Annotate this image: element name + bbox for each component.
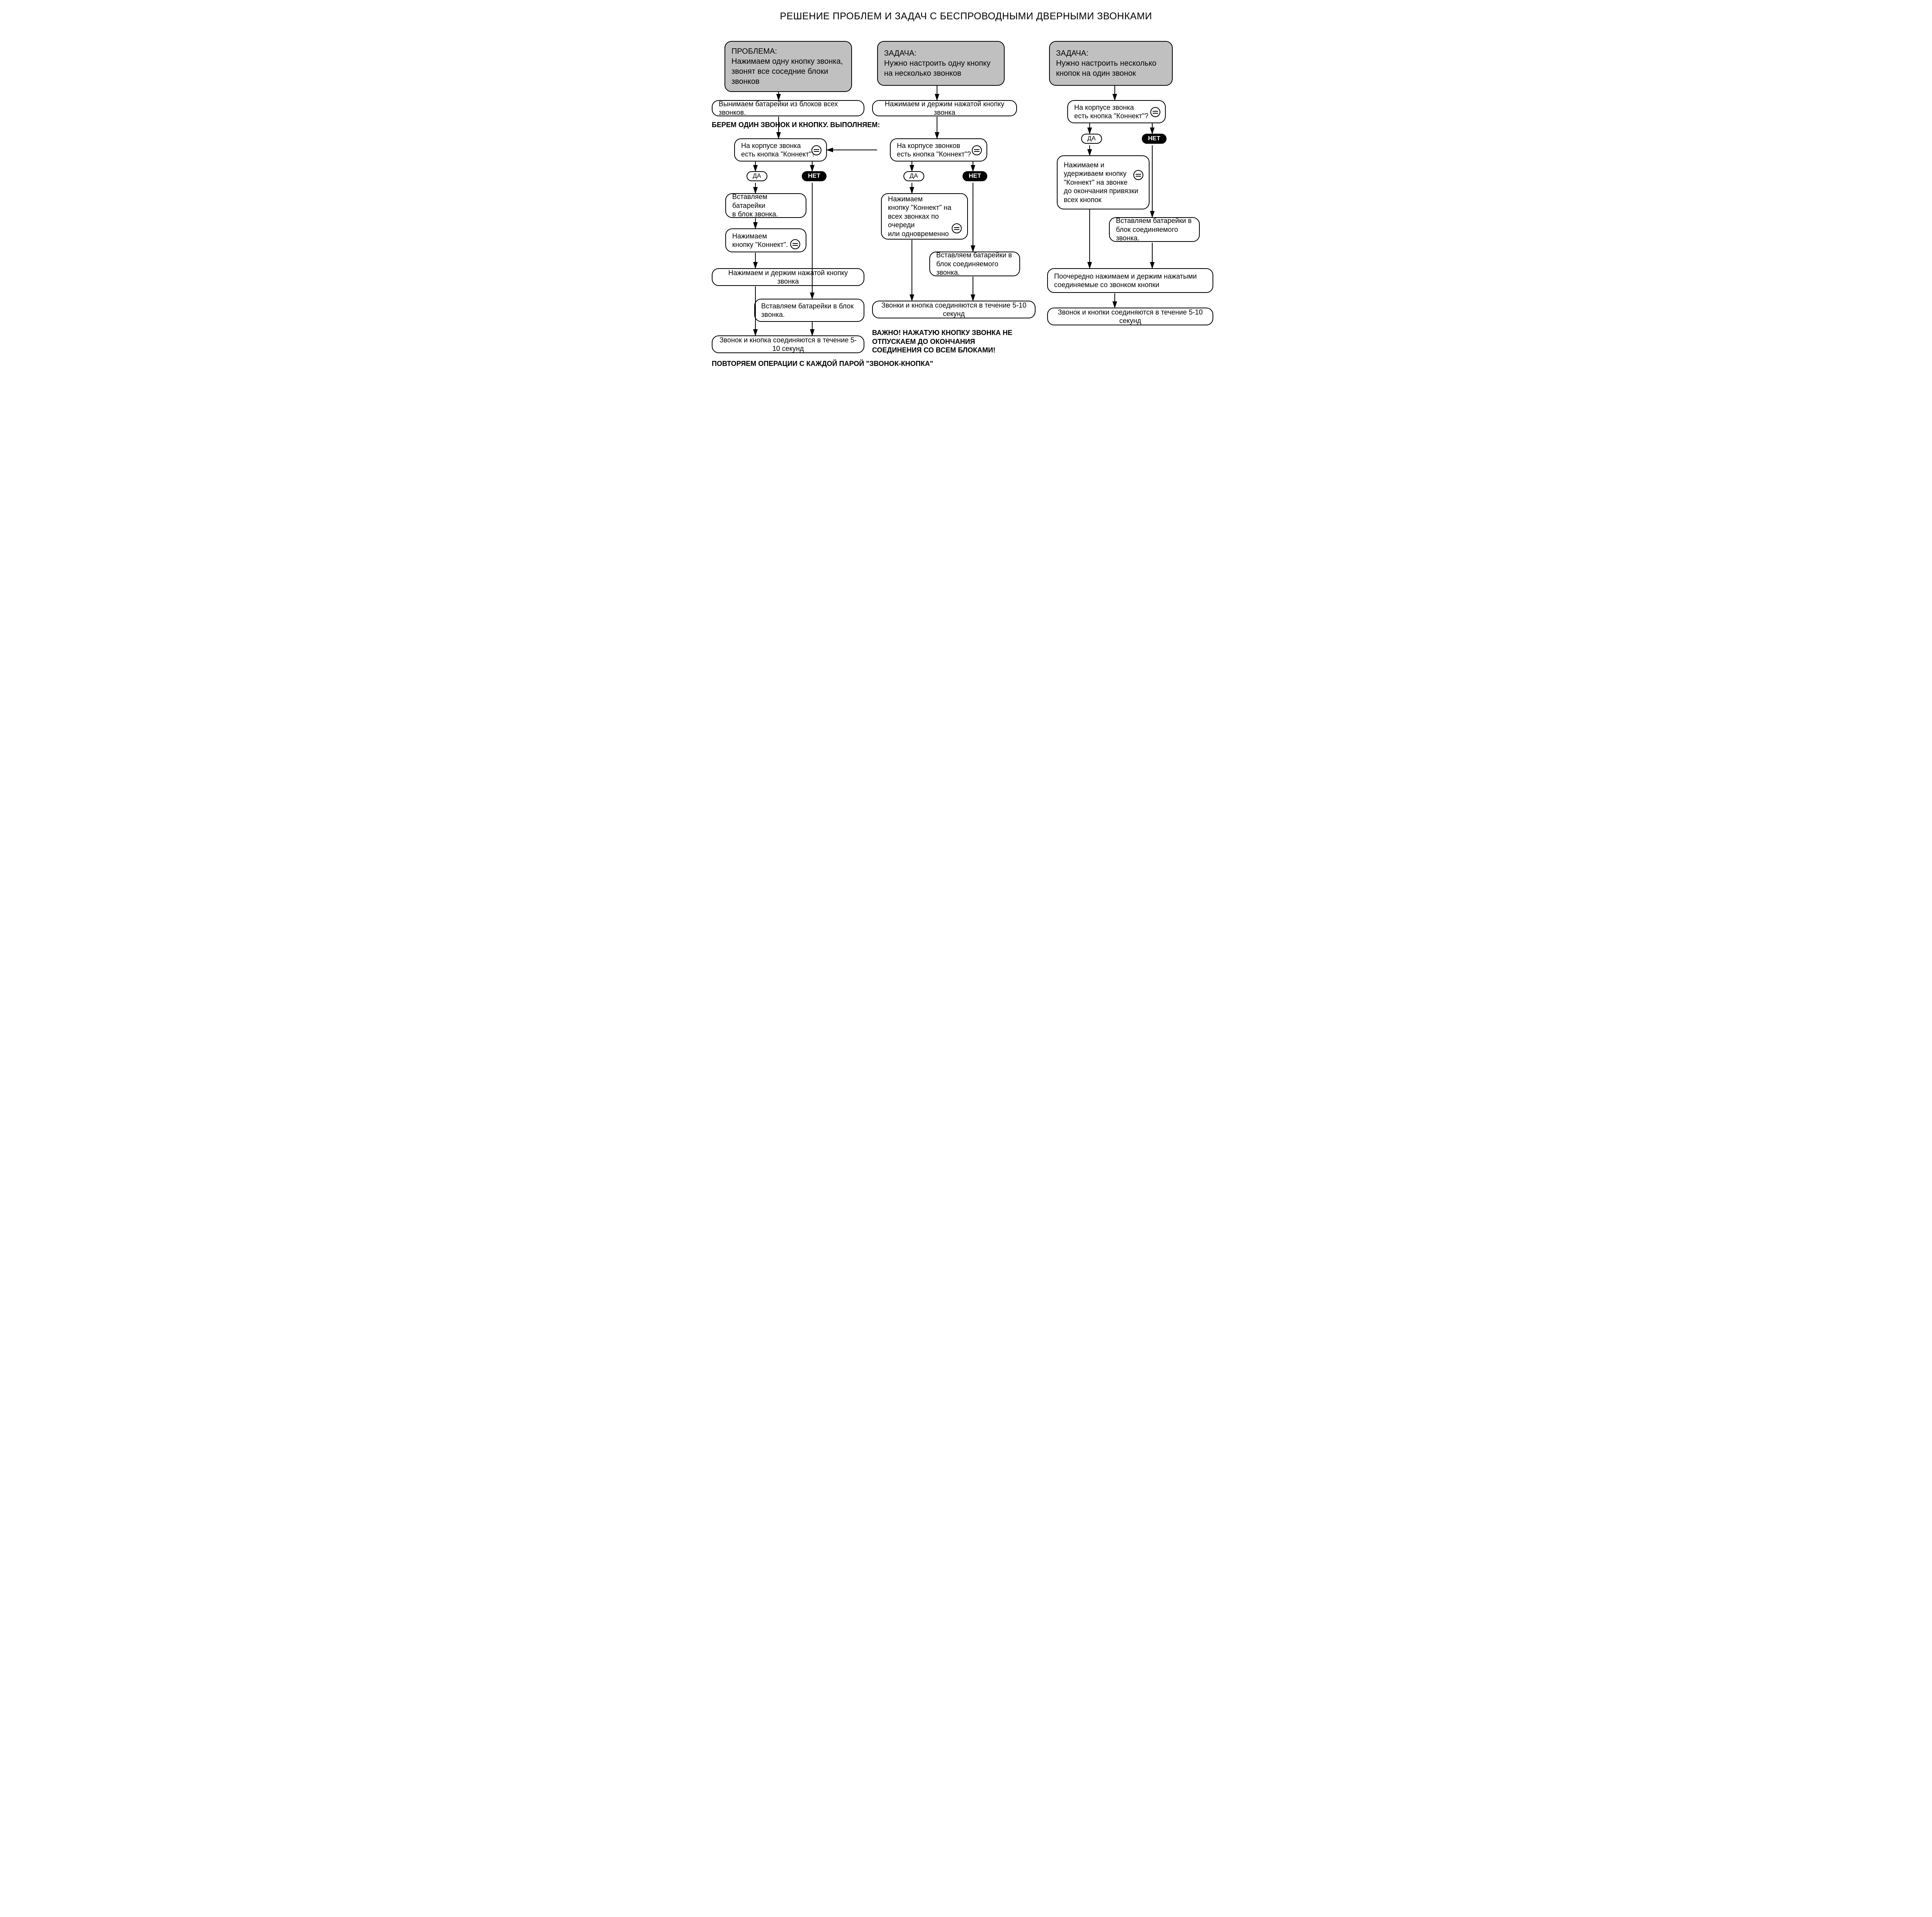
- pill-no: НЕТ: [808, 173, 820, 180]
- flowchart-canvas: РЕШЕНИЕ ПРОБЛЕМ И ЗАДАЧ С БЕСПРОВОДНЫМИ …: [696, 0, 1236, 383]
- c2-start-text: ЗАДАЧА: Нужно настроить одну кнопку на н…: [884, 48, 998, 78]
- c1-note2: ПОВТОРЯЕМ ОПЕРАЦИИ С КАЖДОЙ ПАРОЙ "ЗВОНО…: [712, 359, 933, 368]
- pill-no: НЕТ: [1148, 135, 1160, 142]
- c3-decision-text: На корпусе звонка есть кнопка "Коннект"?: [1074, 103, 1148, 121]
- c1-merge: Нажимаем и держим нажатой кнопку звонка: [712, 268, 864, 286]
- c2-note: ВАЖНО! НАЖАТУЮ КНОПКУ ЗВОНКА НЕ ОТПУСКАЕ…: [872, 328, 1019, 355]
- connect-icon: [1133, 170, 1143, 180]
- c2-no-pill: НЕТ: [963, 171, 987, 181]
- c1-merge-text: Нажимаем и держим нажатой кнопку звонка: [719, 269, 857, 286]
- c1-step1-text: Вынимаем батарейки из блоков всех звонко…: [719, 100, 857, 117]
- c1-yes-step1: Вставляем батарейки в блок звонка.: [725, 193, 806, 218]
- c1-yes-step2-text: Нажимаем кнопку "Коннект".: [732, 232, 788, 249]
- c3-no-step1: Вставляем батарейки в блок соединяемого …: [1109, 217, 1200, 242]
- c1-end: Звонок и кнопка соединяются в течение 5-…: [712, 335, 864, 353]
- c1-step1: Вынимаем батарейки из блоков всех звонко…: [712, 100, 864, 116]
- pill-yes: ДА: [910, 173, 918, 180]
- c1-yes-pill: ДА: [747, 171, 767, 181]
- c2-step1: Нажимаем и держим нажатой кнопку звонка: [872, 100, 1017, 116]
- c3-end: Звонок и кнопки соединяются в течение 5-…: [1047, 308, 1213, 325]
- connect-icon: [811, 145, 821, 155]
- c1-yes-step1-text: Вставляем батарейки в блок звонка.: [732, 192, 799, 219]
- c1-end-text: Звонок и кнопка соединяются в течение 5-…: [719, 336, 857, 353]
- c1-note1: БЕРЕМ ОДИН ЗВОНОК И КНОПКУ. ВЫПОЛНЯЕМ:: [712, 121, 880, 129]
- connect-icon: [1150, 107, 1160, 117]
- c3-end-text: Звонок и кнопки соединяются в течение 5-…: [1054, 308, 1206, 325]
- connect-icon: [790, 239, 800, 249]
- c3-no-pill: НЕТ: [1142, 134, 1167, 144]
- pill-no: НЕТ: [969, 173, 981, 180]
- c2-end-text: Звонки и кнопка соединяются в течение 5-…: [879, 301, 1029, 318]
- c1-decision: На корпусе звонка есть кнопка "Коннект"?: [734, 138, 827, 162]
- c2-start: ЗАДАЧА: Нужно настроить одну кнопку на н…: [877, 41, 1005, 86]
- c1-start: ПРОБЛЕМА: Нажимаем одну кнопку звонка, з…: [724, 41, 852, 92]
- c3-yes-step1: Нажимаем и удерживаем кнопку "Коннект" н…: [1057, 155, 1150, 209]
- c2-yes-pill: ДА: [903, 171, 924, 181]
- c1-decision-text: На корпусе звонка есть кнопка "Коннект"?: [741, 141, 815, 159]
- c2-decision: На корпусе звонков есть кнопка "Коннект"…: [890, 138, 987, 162]
- c2-step1-text: Нажимаем и держим нажатой кнопку звонка: [879, 100, 1010, 117]
- c2-decision-text: На корпусе звонков есть кнопка "Коннект"…: [897, 141, 971, 159]
- c3-no-step1-text: Вставляем батарейки в блок соединяемого …: [1116, 216, 1193, 243]
- c3-start-text: ЗАДАЧА: Нужно настроить несколько кнопок…: [1056, 48, 1166, 78]
- c1-no-pill: НЕТ: [802, 171, 827, 181]
- c3-merge-text: Поочередно нажимаем и держим нажатыми со…: [1054, 272, 1206, 289]
- connect-icon: [952, 223, 962, 233]
- pill-yes: ДА: [753, 173, 761, 180]
- pill-yes: ДА: [1087, 135, 1096, 142]
- page-title: РЕШЕНИЕ ПРОБЛЕМ И ЗАДАЧ С БЕСПРОВОДНЫМИ …: [696, 11, 1236, 22]
- c1-start-text: ПРОБЛЕМА: Нажимаем одну кнопку звонка, з…: [731, 46, 845, 87]
- c1-no-step1: Вставляем батарейки в блок звонка.: [754, 299, 864, 322]
- c3-yes-pill: ДА: [1081, 134, 1102, 144]
- c2-end: Звонки и кнопка соединяются в течение 5-…: [872, 301, 1036, 318]
- c2-yes-step1: Нажимаем кнопку "Коннект" на всех звонка…: [881, 193, 968, 240]
- c1-yes-step2: Нажимаем кнопку "Коннект".: [725, 228, 806, 252]
- c3-decision: На корпусе звонка есть кнопка "Коннект"?: [1067, 100, 1166, 123]
- c1-no-step1-text: Вставляем батарейки в блок звонка.: [761, 302, 857, 319]
- c3-merge: Поочередно нажимаем и держим нажатыми со…: [1047, 268, 1213, 293]
- c3-start: ЗАДАЧА: Нужно настроить несколько кнопок…: [1049, 41, 1173, 86]
- c2-no-step1: Вставляем батарейки в блок соединяемого …: [929, 252, 1020, 276]
- c3-yes-step1-text: Нажимаем и удерживаем кнопку "Коннект" н…: [1064, 161, 1138, 204]
- c2-yes-step1-text: Нажимаем кнопку "Коннект" на всех звонка…: [888, 195, 961, 238]
- connect-icon: [972, 145, 982, 155]
- c2-no-step1-text: Вставляем батарейки в блок соединяемого …: [936, 251, 1013, 277]
